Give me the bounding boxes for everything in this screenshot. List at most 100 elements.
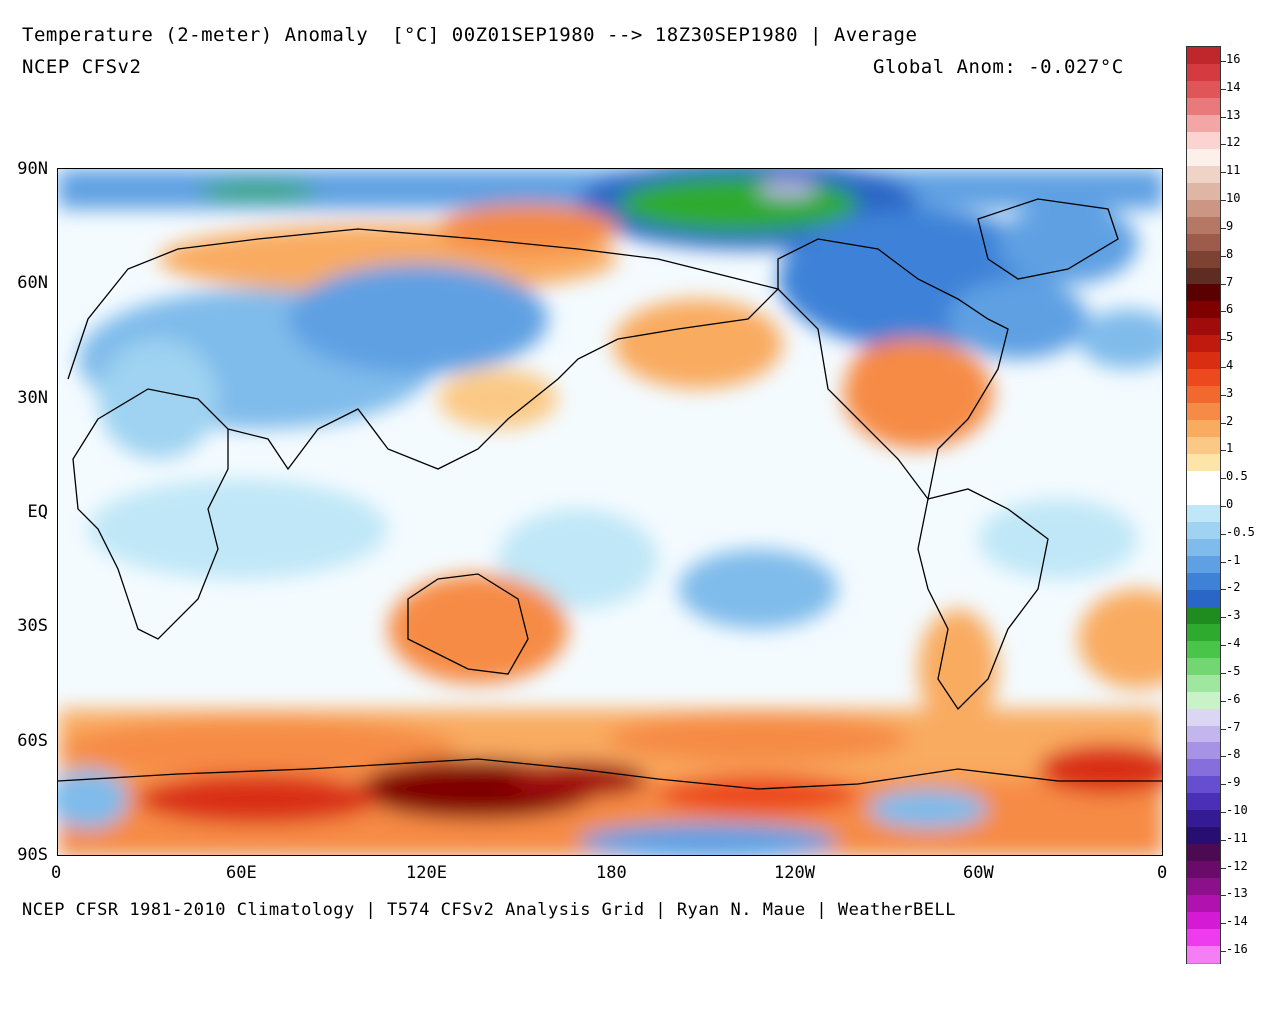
colorbar-swatch: [1187, 420, 1220, 439]
colorbar-swatch: [1187, 250, 1220, 269]
colorbar-label: 1: [1226, 441, 1234, 456]
colorbar-label: -7: [1226, 719, 1241, 734]
colorbar-tick: [1220, 839, 1226, 841]
lon-label-0-left: 0: [51, 863, 62, 883]
colorbar-swatch: [1187, 505, 1220, 523]
colorbar-tick: [1220, 700, 1226, 702]
colorbar-tick: [1220, 645, 1226, 647]
colorbar-label: -13: [1226, 886, 1248, 901]
colorbar-label: 16: [1226, 52, 1241, 66]
colorbar-label: 6: [1226, 302, 1234, 317]
colorbar-tick: [1220, 561, 1226, 563]
colorbar-tick: [1220, 422, 1226, 424]
colorbar-swatch: [1187, 742, 1220, 761]
colorbar-label: 4: [1226, 357, 1234, 372]
colorbar-swatch: [1187, 437, 1220, 456]
colorbar-tick: [1220, 784, 1226, 786]
colorbar-tick: [1220, 61, 1226, 62]
colorbar-label: 13: [1226, 107, 1241, 122]
colorbar-label: -16: [1226, 942, 1248, 956]
colorbar-swatch: [1187, 182, 1220, 201]
colorbar-tick: [1220, 867, 1226, 869]
colorbar-swatch: [1187, 691, 1220, 710]
coastlines: [58, 198, 1162, 790]
colorbar-label: 7: [1226, 274, 1234, 289]
colorbar-label: 12: [1226, 135, 1241, 150]
model-name: NCEP CFSv2: [22, 56, 142, 78]
colorbar-swatch: [1187, 623, 1220, 642]
colorbar-swatch: [1187, 946, 1220, 964]
colorbar-swatch: [1187, 284, 1220, 303]
colorbar-swatch: [1187, 538, 1220, 557]
colorbar-swatch: [1187, 47, 1220, 65]
colorbar-tick: [1220, 366, 1226, 368]
colorbar-tick: [1220, 144, 1226, 146]
colorbar-tick: [1220, 450, 1226, 452]
colorbar-swatch: [1187, 114, 1220, 133]
colorbar-swatch: [1187, 589, 1220, 608]
colorbar-label: 10: [1226, 191, 1241, 206]
global-anomaly-value: Global Anom: -0.027°C: [873, 56, 1124, 78]
colorbar-swatch: [1187, 810, 1220, 829]
colorbar-swatch: [1187, 895, 1220, 914]
colorbar-swatch: [1187, 708, 1220, 727]
lon-label-60w: 60W: [963, 863, 994, 883]
colorbar-swatch: [1187, 369, 1220, 388]
colorbar-swatch: [1187, 640, 1220, 659]
colorbar-swatch: [1187, 929, 1220, 948]
colorbar-label: -0.5: [1226, 524, 1255, 539]
colorbar-swatch: [1187, 80, 1220, 99]
colorbar-tick: [1220, 533, 1226, 535]
colorbar-swatch: [1187, 776, 1220, 795]
colorbar-swatch: [1187, 471, 1220, 490]
footer-credit: NCEP CFSR 1981-2010 Climatology | T574 C…: [22, 900, 956, 920]
colorbar-label: -12: [1226, 858, 1248, 873]
colorbar-swatch: [1187, 165, 1220, 184]
colorbar-tick: [1220, 200, 1226, 202]
colorbar-tick: [1220, 756, 1226, 758]
lat-label-60s: 60S: [17, 731, 48, 751]
colorbar-swatch: [1187, 572, 1220, 591]
colorbar-swatch: [1187, 606, 1220, 625]
colorbar-swatch: [1187, 386, 1220, 405]
colorbar-tick: [1220, 728, 1226, 730]
anomaly-map: [57, 168, 1163, 856]
colorbar-tick: [1220, 923, 1226, 925]
colorbar-label: 8: [1226, 246, 1234, 261]
colorbar-tick: [1220, 172, 1226, 174]
colorbar-swatch: [1187, 97, 1220, 116]
colorbar-swatch: [1187, 216, 1220, 235]
colorbar-swatch: [1187, 318, 1220, 337]
colorbar-label: -9: [1226, 775, 1241, 790]
colorbar-swatch: [1187, 827, 1220, 846]
colorbar-tick: [1220, 283, 1226, 285]
colorbar-swatch: [1187, 454, 1220, 473]
colorbar-label: 0.5: [1226, 469, 1248, 484]
lon-label-60e: 60E: [226, 863, 257, 883]
colorbar-tick: [1220, 589, 1226, 591]
colorbar-swatch: [1187, 267, 1220, 286]
colorbar-label: -3: [1226, 608, 1241, 623]
colorbar-swatch: [1187, 403, 1220, 422]
colorbar-swatch: [1187, 674, 1220, 693]
colorbar-swatch: [1187, 131, 1220, 150]
colorbar-swatch: [1187, 352, 1220, 371]
colorbar-swatch: [1187, 488, 1220, 506]
colorbar-tick: [1220, 227, 1226, 229]
colorbar-swatch: [1187, 521, 1220, 540]
lon-label-0-right: 0: [1157, 863, 1168, 883]
colorbar-label: -2: [1226, 580, 1241, 595]
anomaly-field: [58, 169, 1162, 855]
colorbar-swatch: [1187, 657, 1220, 676]
colorbar-label: 9: [1226, 218, 1234, 233]
colorbar-label: 0: [1226, 497, 1234, 511]
colorbar-label: -14: [1226, 914, 1248, 929]
lon-label-120w: 120W: [774, 863, 815, 883]
colorbar-swatch: [1187, 335, 1220, 354]
colorbar-label: 3: [1226, 385, 1234, 400]
colorbar-swatch: [1187, 759, 1220, 778]
lon-label-180: 180: [596, 863, 627, 883]
colorbar-swatch: [1187, 725, 1220, 744]
colorbar-swatch: [1187, 555, 1220, 574]
colorbar-label: 5: [1226, 330, 1234, 345]
